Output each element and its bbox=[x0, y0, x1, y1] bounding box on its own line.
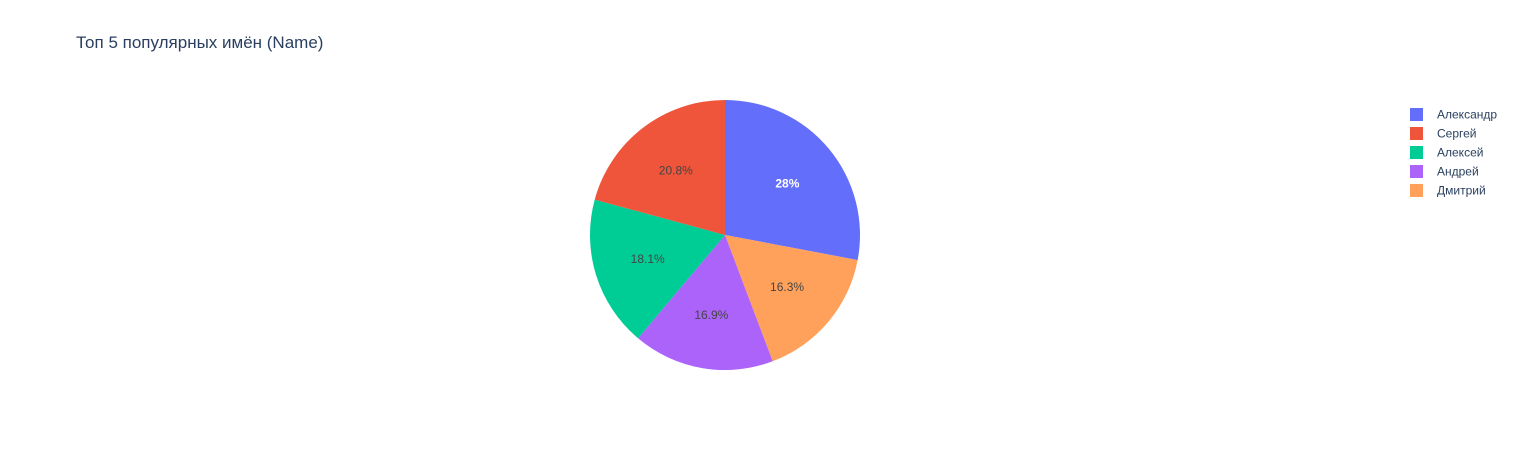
pie-slice-label-4: 16.9% bbox=[694, 308, 728, 322]
pie-slice-5[interactable] bbox=[725, 235, 858, 362]
legend-item-4[interactable]: Андрей bbox=[1410, 165, 1479, 179]
legend-swatch-3 bbox=[1410, 146, 1423, 159]
legend-item-5[interactable]: Дмитрий bbox=[1410, 184, 1486, 198]
legend: Александр Сергей Алексей Андрей Дмитрий bbox=[1410, 108, 1497, 198]
legend-item-2[interactable]: Сергей bbox=[1410, 127, 1477, 141]
pie-slice-1[interactable] bbox=[725, 100, 860, 261]
pie-slice-2[interactable] bbox=[594, 100, 725, 235]
pie-slice-label-1: 28% bbox=[775, 176, 799, 190]
pie-slice-label-5: 16.3% bbox=[770, 280, 804, 294]
legend-item-3[interactable]: Алексей bbox=[1410, 146, 1483, 160]
legend-swatch-5 bbox=[1410, 184, 1423, 197]
legend-item-1[interactable]: Александр bbox=[1410, 108, 1497, 122]
legend-label-2: Сергей bbox=[1437, 127, 1477, 141]
legend-label-1: Александр bbox=[1437, 108, 1497, 122]
pie-slice-3[interactable] bbox=[589, 199, 725, 339]
pie-slice-label-2: 20.8% bbox=[659, 164, 693, 178]
pie-slice-label-3: 18.1% bbox=[631, 252, 665, 266]
pie-slice-4[interactable] bbox=[638, 235, 773, 370]
legend-label-3: Алексей bbox=[1437, 146, 1483, 160]
pie-slice-labels: 28% 16.3% 16.9% 18.1% 20.8% bbox=[631, 164, 805, 322]
legend-swatch-1 bbox=[1410, 108, 1423, 121]
chart-title: Топ 5 популярных имён (Name) bbox=[76, 33, 324, 52]
legend-swatch-4 bbox=[1410, 165, 1423, 178]
legend-swatch-2 bbox=[1410, 127, 1423, 140]
pie-slices bbox=[589, 100, 860, 370]
legend-label-4: Андрей bbox=[1437, 165, 1479, 179]
legend-label-5: Дмитрий bbox=[1437, 184, 1486, 198]
